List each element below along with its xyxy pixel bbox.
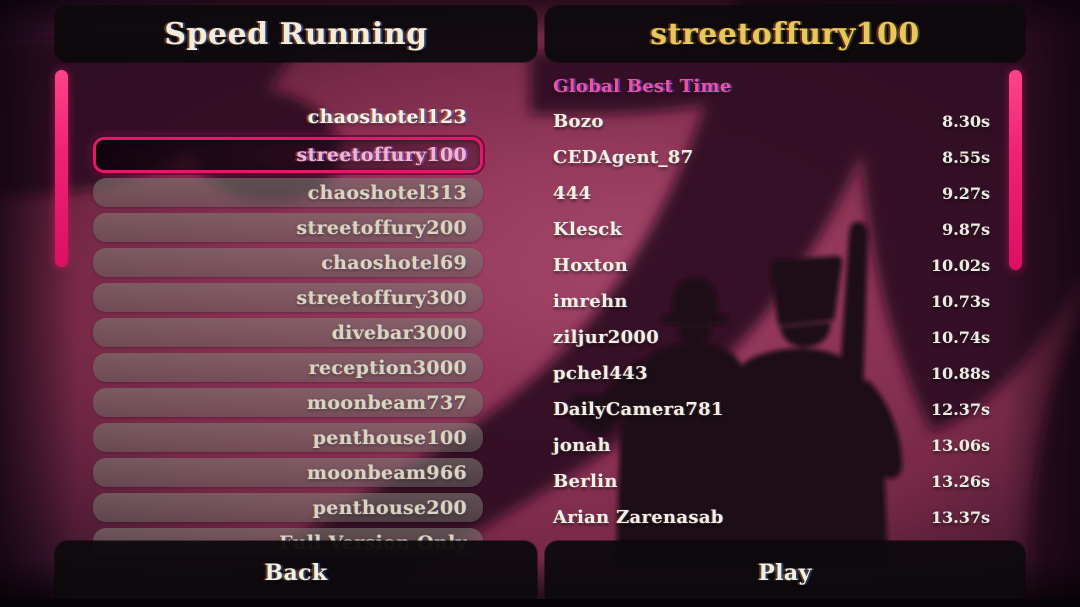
player-name: Bozo	[553, 110, 604, 132]
play-button-label: Play	[758, 560, 812, 586]
leaderboard-row: pchel443 10.88s	[553, 355, 990, 391]
best-time: 12.37s	[930, 399, 990, 419]
level-list-item[interactable]: chaoshotel123	[93, 102, 483, 131]
level-label: streetoffury200	[296, 216, 467, 239]
player-name: CEDAgent_87	[553, 146, 694, 168]
level-list-item[interactable]: penthouse100	[93, 423, 483, 452]
best-time: 13.37s	[930, 507, 990, 527]
level-list: chaoshotel123 streetoffury100 chaoshotel…	[93, 102, 483, 563]
leaderboard-row: DailyCamera781 12.37s	[553, 391, 990, 427]
leaderboard-row: Arian Zarenasab 13.37s	[553, 499, 990, 535]
silhouette-right-edge	[1030, 319, 1080, 607]
player-name: DailyCamera781	[553, 398, 724, 420]
leaderboard-row: Berlin 13.26s	[553, 463, 990, 499]
best-time: 9.87s	[942, 219, 990, 239]
player-name: jonah	[553, 434, 611, 456]
back-button-label: Back	[264, 560, 328, 586]
leaderboard-rows: Bozo 8.30s CEDAgent_87 8.55s 444 9.27s Kles…	[553, 103, 990, 535]
level-list-item[interactable]: moonbeam737	[93, 388, 483, 417]
level-label: moonbeam737	[306, 391, 467, 414]
best-time: 8.55s	[942, 147, 990, 167]
player-name: pchel443	[553, 362, 648, 384]
leaderboard-row: imrehn 10.73s	[553, 283, 990, 319]
leaderboard-row: Hoxton 10.02s	[553, 247, 990, 283]
player-name: Arian Zarenasab	[553, 506, 724, 528]
leaderboard-row: Bozo 8.30s	[553, 103, 990, 139]
selected-level-title-bar: streetoffury100	[545, 6, 1025, 62]
player-name: 444	[553, 182, 592, 204]
best-time: 13.26s	[930, 471, 990, 491]
best-time: 8.30s	[942, 111, 990, 131]
player-name: Hoxton	[553, 254, 628, 276]
page-title-bar: Speed Running	[55, 6, 537, 62]
leaderboard-row: Klesck 9.87s	[553, 211, 990, 247]
page-title: Speed Running	[164, 16, 428, 52]
level-label: chaoshotel123	[307, 105, 467, 128]
best-time: 9.27s	[942, 183, 990, 203]
player-name: ziljur2000	[553, 326, 660, 348]
level-list-item-selected[interactable]: streetoffury100	[93, 137, 483, 173]
best-time: 13.06s	[930, 435, 990, 455]
level-list-item[interactable]: reception3000	[93, 353, 483, 382]
bottom-letterbox	[0, 599, 1080, 607]
best-time: 10.88s	[930, 363, 990, 383]
level-list-item[interactable]: moonbeam966	[93, 458, 483, 487]
leaderboard-scrollbar[interactable]	[1009, 70, 1022, 270]
level-list-item[interactable]: divebar3000	[93, 318, 483, 347]
level-label: penthouse200	[312, 496, 467, 519]
selected-level-title: streetoffury100	[650, 16, 920, 52]
level-list-item[interactable]: chaoshotel313	[93, 178, 483, 207]
player-name: Klesck	[553, 218, 623, 240]
level-list-item[interactable]: penthouse200	[93, 493, 483, 522]
level-list-item[interactable]: streetoffury200	[93, 213, 483, 242]
level-list-scrollbar[interactable]	[55, 70, 68, 267]
level-label: chaoshotel69	[321, 251, 467, 274]
level-label: streetoffury100	[296, 144, 467, 166]
leaderboard-row: ziljur2000 10.74s	[553, 319, 990, 355]
level-label: moonbeam966	[306, 461, 467, 484]
level-list-item[interactable]: chaoshotel69	[93, 248, 483, 277]
leaderboard-row: jonah 13.06s	[553, 427, 990, 463]
level-label: penthouse100	[312, 426, 467, 449]
level-label: divebar3000	[331, 321, 467, 344]
best-time: 10.02s	[930, 255, 990, 275]
leaderboard-row: 444 9.27s	[553, 175, 990, 211]
level-label: reception3000	[308, 356, 467, 379]
level-label: streetoffury300	[296, 286, 467, 309]
level-list-item[interactable]: streetoffury300	[93, 283, 483, 312]
player-name: Berlin	[553, 470, 618, 492]
leaderboard-title: Global Best Time	[553, 76, 732, 97]
level-label: chaoshotel313	[307, 181, 467, 204]
best-time: 10.74s	[930, 327, 990, 347]
leaderboard-row: CEDAgent_87 8.55s	[553, 139, 990, 175]
best-time: 10.73s	[930, 291, 990, 311]
leaderboard-panel: Global Best Time Bozo 8.30s CEDAgent_87 8.…	[553, 76, 990, 535]
player-name: imrehn	[553, 290, 628, 312]
play-button[interactable]: Play	[545, 541, 1025, 605]
back-button[interactable]: Back	[55, 541, 537, 605]
